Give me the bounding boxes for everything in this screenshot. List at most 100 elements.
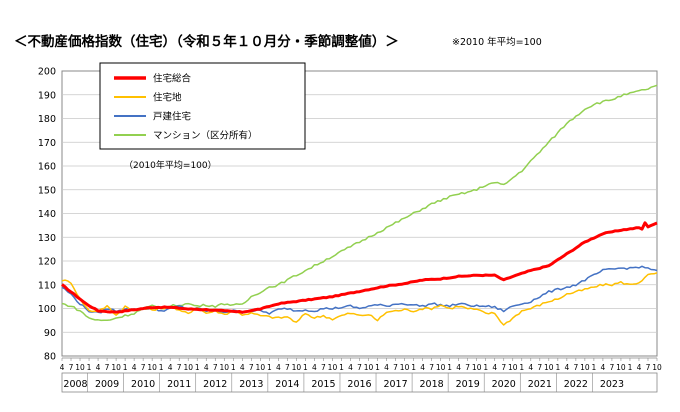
y-tick-label: 140	[38, 209, 56, 220]
series-lines	[61, 84, 658, 326]
base-label: （2010年平均=100）	[124, 159, 217, 171]
x-axis: 4 7 10 1 4 7 10 1 4 7 10 1 4 7 10 1 4 7 10 1 4 7 10 1 4 7 10 1 4 7 10 1…	[60, 357, 662, 393]
month-tick-label: 7	[69, 363, 74, 372]
month-tick-label: 10	[616, 363, 626, 372]
year-label: 2015	[311, 379, 335, 390]
series-line	[61, 221, 658, 314]
y-tick-label: 80	[44, 352, 56, 363]
y-tick-label: 120	[38, 257, 56, 268]
month-tick-label: 7	[213, 363, 218, 372]
y-tick-label: 100	[38, 304, 56, 315]
y-tick-label: 130	[38, 233, 56, 244]
month-tick-label: 10	[292, 363, 302, 372]
month-tick-label: 1	[267, 363, 272, 372]
month-tick-label: 4	[601, 363, 606, 372]
year-label: 2009	[95, 379, 119, 390]
month-tick-label: 10	[400, 363, 410, 372]
y-tick-label: 150	[38, 185, 56, 196]
month-tick-label: 4	[60, 363, 65, 372]
year-label: 2016	[347, 379, 371, 390]
y-axis: 80 90 100 110 120 130 140 150 160 170 180 190 200	[38, 67, 56, 363]
base-year-note: ※2010 年平均=100	[452, 37, 542, 48]
month-tick-label: 7	[646, 363, 651, 372]
month-tick-label: 10	[580, 363, 590, 372]
legend-label: 住宅地	[153, 92, 182, 104]
year-label: 2008	[63, 379, 87, 390]
month-tick-label: 7	[429, 363, 434, 372]
chart-title: ＜不動産価格指数（住宅）（令和５年１０月分・季節調整値）＞	[14, 34, 399, 50]
month-tick-label: 10	[147, 363, 157, 372]
month-tick-label: 1	[447, 363, 452, 372]
month-tick-label: 7	[610, 363, 615, 372]
month-tick-label: 4	[348, 363, 353, 372]
y-tick-label: 180	[38, 114, 56, 125]
year-label: 2019	[456, 379, 480, 390]
month-tick-label: 10	[364, 363, 374, 372]
month-tick-label: 4	[132, 363, 137, 372]
month-tick-label: 1	[483, 363, 488, 372]
month-tick-label: 1	[159, 363, 164, 372]
month-tick-label: 7	[537, 363, 542, 372]
year-label: 2013	[239, 379, 263, 390]
month-tick-label: 10	[472, 363, 482, 372]
year-label: 2020	[492, 379, 516, 390]
y-tick-label: 170	[38, 138, 56, 149]
month-tick-label: 1	[195, 363, 200, 372]
month-tick-label: 10	[219, 363, 229, 372]
year-label: 2021	[528, 379, 552, 390]
month-tick-label: 4	[637, 363, 642, 372]
month-tick-label: 7	[357, 363, 362, 372]
month-tick-label: 10	[436, 363, 446, 372]
month-tick-label: 4	[420, 363, 425, 372]
legend-label: 戸建住宅	[153, 111, 191, 123]
month-tick-label: 7	[573, 363, 578, 372]
month-tick-label: 7	[393, 363, 398, 372]
month-tick-label: 7	[141, 363, 146, 372]
year-label: 2023	[600, 379, 624, 390]
month-tick-label: 10	[544, 363, 554, 372]
year-label: 2014	[275, 379, 299, 390]
month-tick-label: 10	[183, 363, 193, 372]
month-tick-label: 10	[508, 363, 518, 372]
month-tick-label: 4	[204, 363, 209, 372]
month-tick-label: 4	[528, 363, 533, 372]
month-tick-label: 4	[384, 363, 389, 372]
month-tick-label: 4	[240, 363, 245, 372]
month-tick-label: 10	[256, 363, 266, 372]
month-tick-label: 1	[231, 363, 236, 372]
month-tick-label: 1	[87, 363, 92, 372]
month-tick-label: 4	[456, 363, 461, 372]
month-tick-label: 7	[465, 363, 470, 372]
month-tick-label: 1	[123, 363, 128, 372]
month-tick-label: 1	[339, 363, 344, 372]
y-tick-label: 90	[44, 328, 56, 339]
year-label: 2010	[131, 379, 155, 390]
legend-label: マンション（区分所有）	[153, 130, 258, 142]
month-tick-label: 7	[321, 363, 326, 372]
month-tick-label: 10	[652, 363, 662, 372]
month-tick-label: 1	[519, 363, 524, 372]
month-tick-label: 4	[492, 363, 497, 372]
series-line	[61, 265, 658, 315]
y-tick-label: 110	[38, 280, 56, 291]
year-label: 2022	[564, 379, 588, 390]
month-tick-label: 1	[555, 363, 560, 372]
month-tick-label: 10	[111, 363, 121, 372]
month-tick-label: 7	[285, 363, 290, 372]
month-tick-label: 7	[105, 363, 110, 372]
month-tick-label: 1	[592, 363, 597, 372]
y-tick-label: 190	[38, 90, 56, 101]
month-tick-label: 10	[75, 363, 85, 372]
month-tick-label: 1	[628, 363, 633, 372]
month-tick-label: 1	[411, 363, 416, 372]
y-tick-label: 200	[38, 67, 56, 78]
year-label: 2012	[203, 379, 227, 390]
month-tick-label: 4	[168, 363, 173, 372]
month-tick-label: 4	[564, 363, 569, 372]
month-tick-label: 7	[177, 363, 182, 372]
month-tick-label: 7	[249, 363, 254, 372]
year-label: 2017	[383, 379, 407, 390]
month-tick-label: 1	[375, 363, 380, 372]
